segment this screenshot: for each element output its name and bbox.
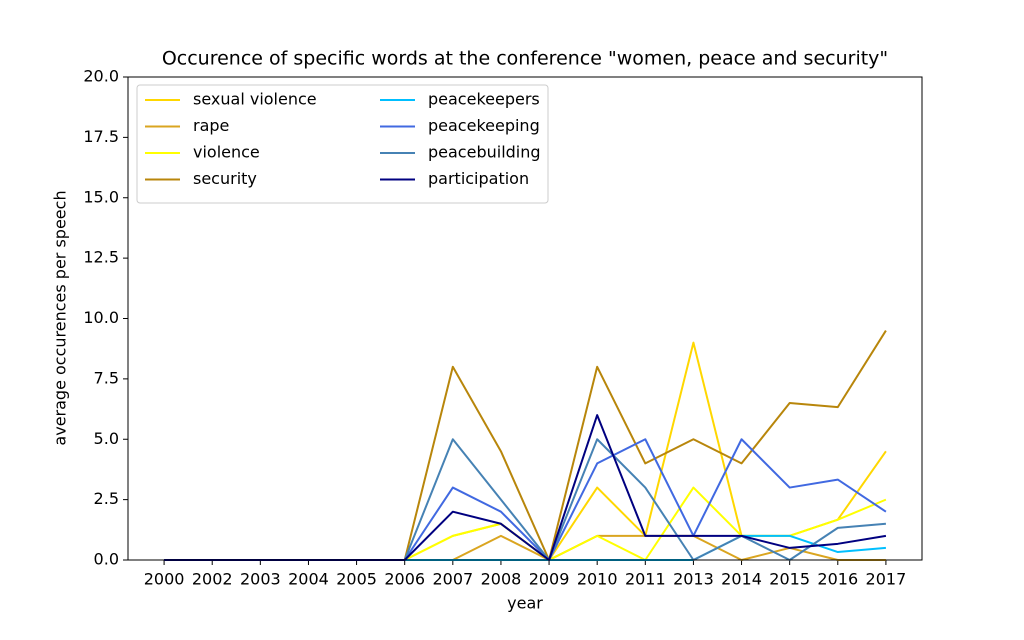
x-tick-label: 2003 xyxy=(240,570,281,589)
y-tick-label: 17.5 xyxy=(83,127,119,146)
x-tick-label: 2014 xyxy=(721,570,762,589)
y-tick-label: 5.0 xyxy=(94,429,119,448)
legend-label: security xyxy=(193,169,257,188)
x-tick-label: 2008 xyxy=(481,570,522,589)
y-tick-label: 15.0 xyxy=(83,187,119,206)
x-tick-label: 2000 xyxy=(144,570,185,589)
legend-label: peacekeepers xyxy=(428,90,540,109)
x-tick-label: 2007 xyxy=(432,570,473,589)
y-tick-label: 7.5 xyxy=(94,368,119,387)
legend-label: sexual violence xyxy=(193,90,317,109)
y-tick-label: 12.5 xyxy=(83,248,119,267)
y-tick-label: 2.5 xyxy=(94,489,119,508)
y-tick-label: 10.0 xyxy=(83,308,119,327)
x-tick-label: 2011 xyxy=(625,570,666,589)
y-tick-label: 20.0 xyxy=(83,67,119,86)
x-tick-label: 2006 xyxy=(384,570,425,589)
legend-label: peacebuilding xyxy=(428,143,541,162)
legend-label: violence xyxy=(193,143,260,162)
chart-title: Occurence of specific words at the confe… xyxy=(162,48,888,70)
x-tick-label: 2015 xyxy=(769,570,810,589)
x-tick-label: 2017 xyxy=(866,570,907,589)
x-tick-label: 2013 xyxy=(673,570,714,589)
x-tick-label: 2010 xyxy=(577,570,618,589)
plot-frame xyxy=(127,76,923,561)
x-tick-label: 2004 xyxy=(288,570,329,589)
legend-label: peacekeeping xyxy=(428,116,540,135)
legend-box xyxy=(136,84,549,204)
x-tick-label: 2005 xyxy=(336,570,377,589)
x-tick-label: 2002 xyxy=(192,570,233,589)
legend-label: participation xyxy=(428,169,529,188)
legend: sexual violence rape violence security peace… xyxy=(136,84,549,204)
y-axis-label: average occurences per speech xyxy=(51,190,70,445)
x-tick-label: 2016 xyxy=(817,570,858,589)
x-axis-label: year xyxy=(507,594,543,613)
x-tick-label: 2009 xyxy=(529,570,570,589)
y-tick-label: 0.0 xyxy=(94,550,119,569)
legend-label: rape xyxy=(193,116,229,135)
